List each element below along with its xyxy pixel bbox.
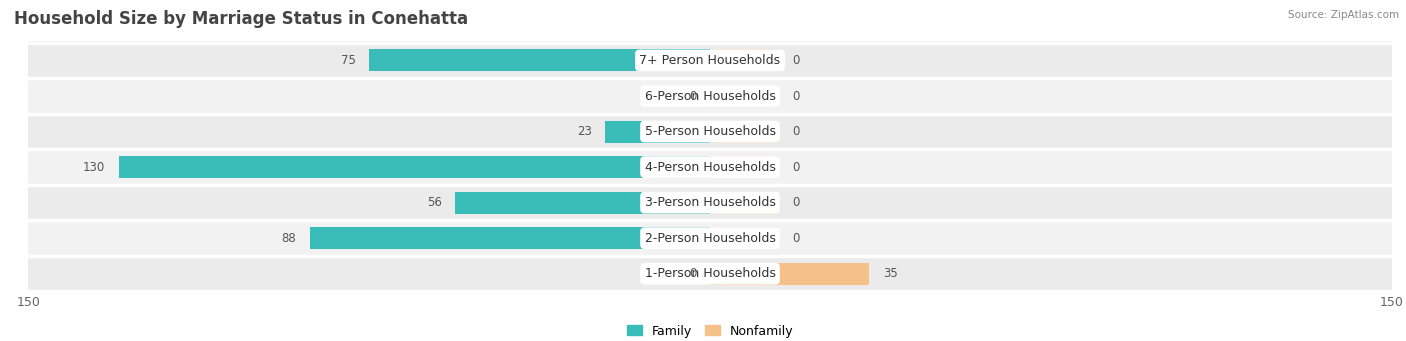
Bar [710, 120, 779, 143]
Bar [370, 49, 710, 72]
Text: 0: 0 [689, 267, 696, 280]
Bar [120, 156, 710, 178]
Text: 35: 35 [883, 267, 897, 280]
Text: 5-Person Households: 5-Person Households [644, 125, 776, 138]
Text: Household Size by Marriage Status in Conehatta: Household Size by Marriage Status in Con… [14, 10, 468, 28]
Text: 56: 56 [427, 196, 441, 209]
Text: 130: 130 [83, 161, 105, 174]
Bar [710, 227, 779, 249]
Text: 6-Person Households: 6-Person Households [644, 89, 776, 103]
Bar [309, 227, 710, 249]
Bar [28, 149, 1392, 185]
Text: 0: 0 [792, 125, 799, 138]
Bar [28, 78, 1392, 114]
Text: 7+ Person Households: 7+ Person Households [640, 54, 780, 67]
Legend: Family, Nonfamily: Family, Nonfamily [621, 320, 799, 341]
Text: 75: 75 [340, 54, 356, 67]
Text: 0: 0 [689, 89, 696, 103]
Bar [710, 156, 779, 178]
Bar [606, 120, 710, 143]
Text: 0: 0 [792, 54, 799, 67]
Bar [710, 49, 779, 72]
Text: 0: 0 [792, 161, 799, 174]
Bar [710, 192, 779, 214]
Text: 2-Person Households: 2-Person Households [644, 232, 776, 245]
Bar [28, 114, 1392, 149]
Text: 1-Person Households: 1-Person Households [644, 267, 776, 280]
Bar [28, 43, 1392, 78]
Text: 0: 0 [792, 89, 799, 103]
Bar [710, 263, 869, 285]
Text: 4-Person Households: 4-Person Households [644, 161, 776, 174]
Bar [456, 192, 710, 214]
Text: Source: ZipAtlas.com: Source: ZipAtlas.com [1288, 10, 1399, 20]
Bar [28, 220, 1392, 256]
Text: 3-Person Households: 3-Person Households [644, 196, 776, 209]
Bar [28, 185, 1392, 220]
Text: 88: 88 [281, 232, 297, 245]
Text: 23: 23 [576, 125, 592, 138]
Bar [28, 256, 1392, 292]
Bar [710, 85, 779, 107]
Text: 0: 0 [792, 196, 799, 209]
Text: 0: 0 [792, 232, 799, 245]
